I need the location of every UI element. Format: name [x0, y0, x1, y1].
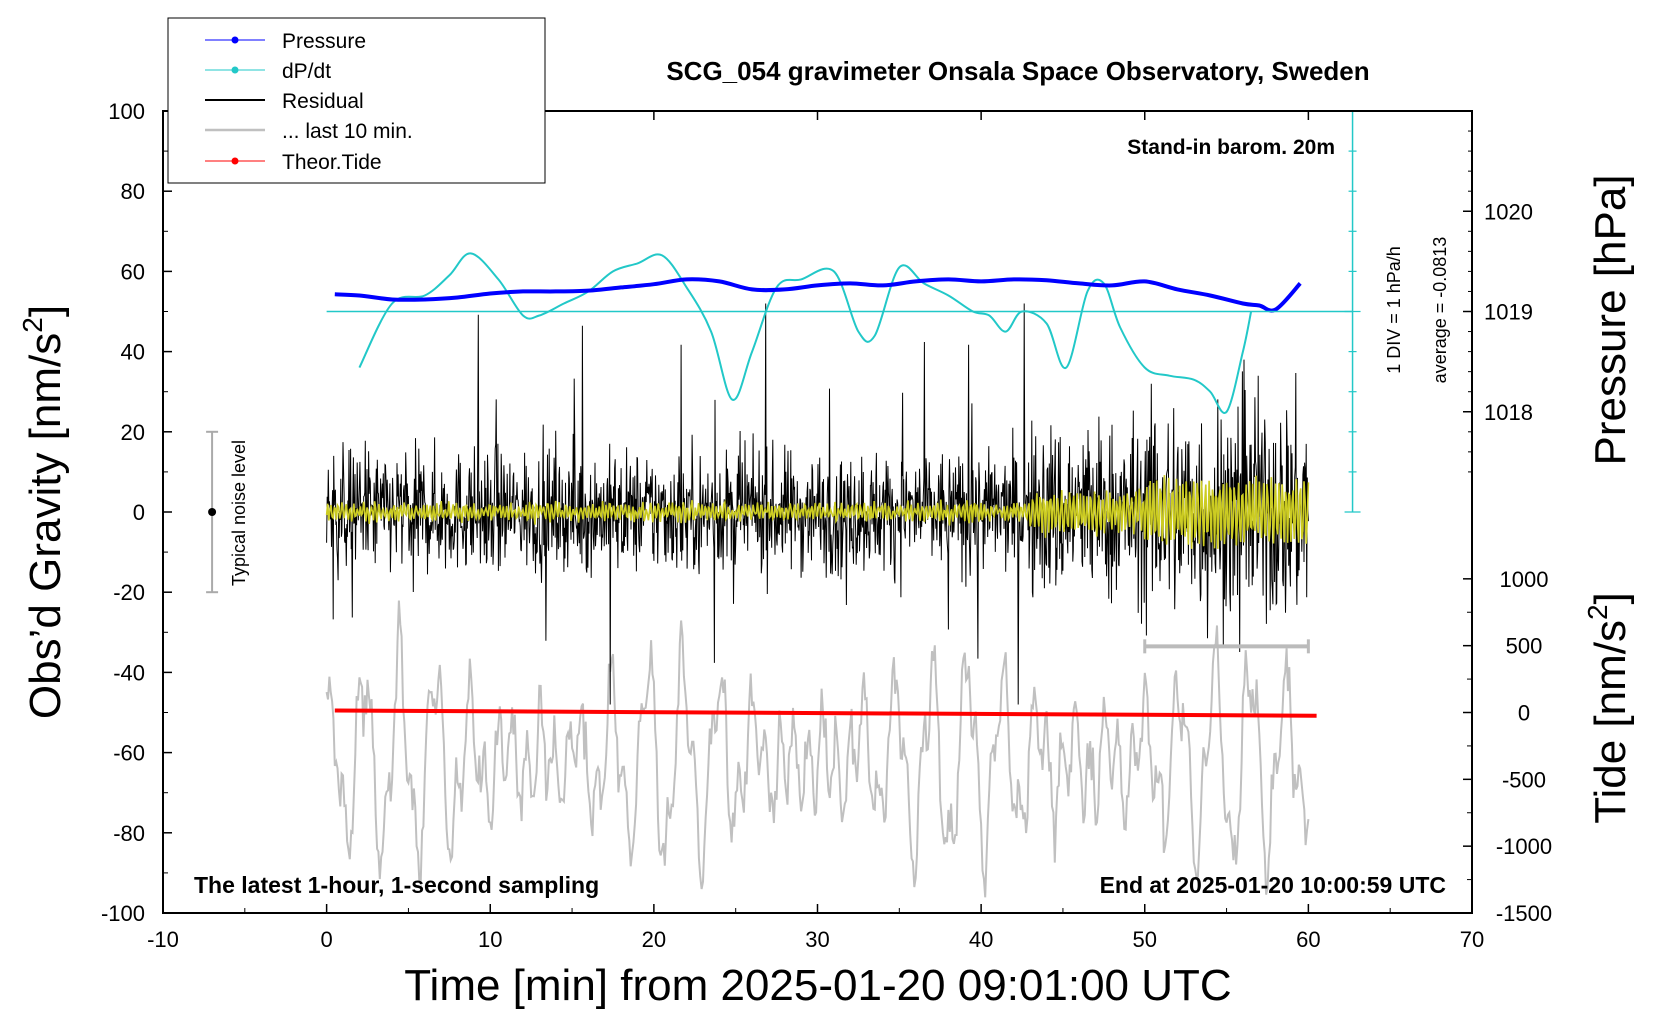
chart-title: SCG_054 gravimeter Onsala Space Observat…: [666, 56, 1369, 86]
x-axis-title: Time [min] from 2025-01-20 09:01:00 UTC: [404, 961, 1231, 1010]
axis-ticks: -10 0 10 20 30 40 50 60 70-100-80-60-40-20020406…: [101, 99, 1552, 952]
legend-label-pressure: Pressure: [282, 30, 366, 53]
y-axis-title-left: Obs’d Gravity [nm/s2]: [17, 305, 70, 719]
last-10-min-line: [325, 600, 1310, 898]
legend: Pressure dP/dt Residual ... last 10 min.…: [167, 17, 546, 184]
y-axis-title-left-sup: 2: [17, 317, 48, 333]
tide-tick-label: -500: [1502, 767, 1546, 792]
legend-item-residual: Residual: [205, 90, 364, 113]
tide-tick-label: 1000: [1500, 567, 1549, 592]
legend-label-last-10-min: ... last 10 min.: [282, 120, 413, 143]
y-axis-title-tide-close: ]: [1586, 592, 1635, 604]
pressure-tick-label: 1018: [1484, 400, 1533, 425]
y-tick-label: 20: [121, 420, 145, 445]
pressure-tick-label: 1019: [1484, 300, 1533, 325]
y-tick-label: 0: [133, 500, 145, 525]
y-axis-title-left-text: Obs’d Gravity [nm/s: [21, 333, 70, 719]
legend-item-last-10-min: ... last 10 min.: [205, 120, 413, 143]
legend-item-pressure: Pressure: [205, 30, 366, 53]
noise-bar-dot: [208, 508, 217, 516]
y-axis-title-pressure: Pressure [hPa]: [1586, 174, 1635, 465]
y-tick-label: -40: [113, 660, 145, 685]
legend-item-dpdt: dP/dt: [205, 60, 331, 83]
pressure-tick-label: 1020: [1484, 199, 1533, 224]
theoretical-tide-series: [334, 708, 1317, 718]
residual-series: [326, 303, 1309, 705]
y-tick-label: 40: [121, 340, 145, 365]
barometer-note: Stand-in barom. 20m: [1127, 136, 1335, 159]
y-axis-title-tide: Tide [nm/s2]: [1582, 592, 1635, 824]
x-tick-label: 70: [1460, 927, 1484, 952]
legend-item-theor-tide: Theor.Tide: [205, 151, 382, 174]
y-tick-label: -20: [113, 580, 145, 605]
x-tick-label: 20: [642, 927, 666, 952]
bottom-right-note: End at 2025-01-20 10:00:59 UTC: [1100, 872, 1446, 898]
legend-label-dpdt: dP/dt: [282, 60, 331, 83]
filtered-residual-line: [325, 475, 1310, 549]
legend-marker-theor-tide: [231, 157, 239, 165]
theor-tide-line: [334, 708, 1317, 718]
y-tick-label: -80: [113, 821, 145, 846]
tide-tick-label: 0: [1518, 701, 1530, 726]
y-tick-label: 100: [108, 99, 145, 124]
y-tick-label: 80: [121, 179, 145, 204]
y-axis-title-tide-sup: 2: [1582, 604, 1613, 620]
filtered-residual-series: [325, 475, 1310, 549]
tide-tick-label: -1000: [1496, 834, 1552, 859]
dpdt-line: [358, 252, 1253, 415]
legend-marker-pressure: [231, 36, 239, 44]
y-tick-label: -100: [101, 901, 145, 926]
y-tick-label: -60: [113, 741, 145, 766]
residual-line: [326, 303, 1309, 705]
scale-decorations: [206, 110, 1361, 654]
legend-marker-dpdt: [231, 66, 239, 74]
x-tick-label: 40: [969, 927, 993, 952]
bottom-left-note: The latest 1-hour, 1-second sampling: [194, 872, 599, 898]
legend-label-residual: Residual: [282, 90, 364, 113]
average-note: average = -0.0813: [1430, 237, 1450, 384]
pressure-line: [334, 277, 1302, 313]
y-tick-label: 60: [121, 259, 145, 284]
last-10-min-series: [325, 600, 1310, 898]
dpdt-series: [358, 252, 1253, 415]
legend-label-theor-tide: Theor.Tide: [282, 151, 382, 174]
noise-level-label: Typical noise level: [229, 440, 249, 586]
x-tick-label: -10: [147, 927, 179, 952]
x-tick-label: 60: [1296, 927, 1320, 952]
pressure-series: [334, 277, 1302, 313]
x-tick-label: 50: [1133, 927, 1157, 952]
y-axis-title-left-close: ]: [21, 305, 70, 317]
x-tick-label: 30: [805, 927, 829, 952]
tide-tick-label: 500: [1506, 634, 1543, 659]
x-tick-label: 0: [321, 927, 333, 952]
div-note: 1 DIV = 1 hPa/h: [1384, 246, 1404, 374]
y-axis-title-tide-text: Tide [nm/s: [1586, 620, 1635, 824]
x-tick-label: 10: [478, 927, 502, 952]
tide-tick-label: -1500: [1496, 901, 1552, 926]
